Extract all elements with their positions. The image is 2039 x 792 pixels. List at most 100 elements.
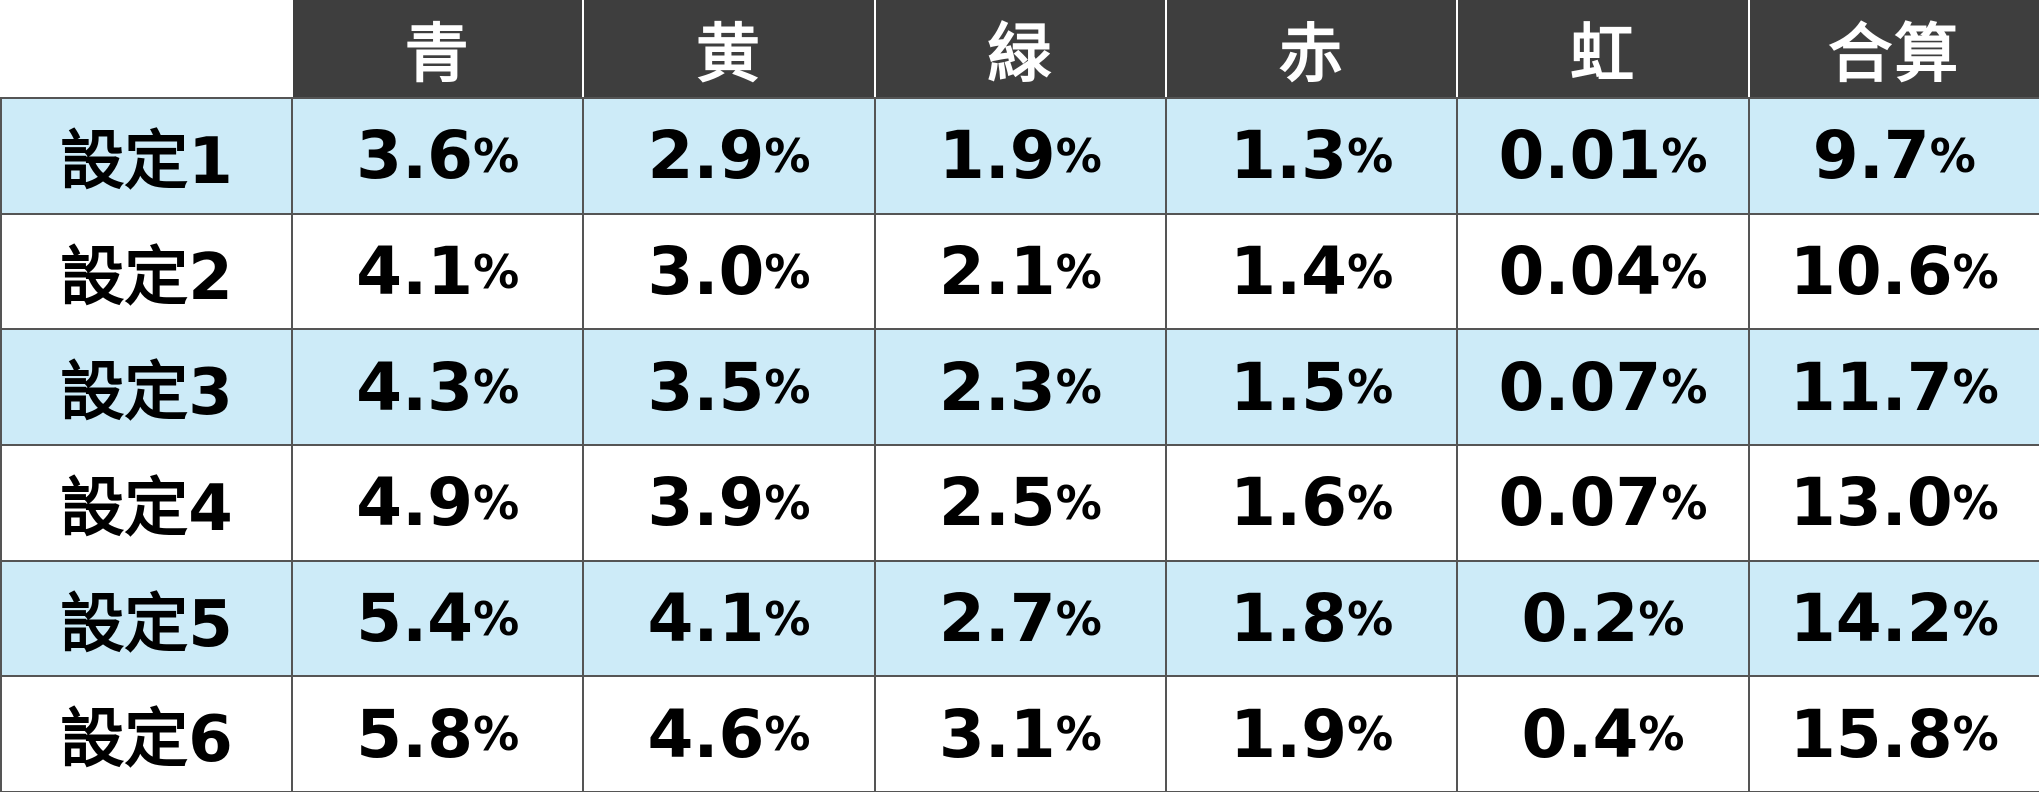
percent-unit: %	[764, 475, 811, 530]
cell-value: 0.01	[1498, 117, 1662, 195]
cell-value: 0.2	[1521, 580, 1639, 658]
percent-unit: %	[473, 591, 520, 646]
table-row: 設定4 4.9% 3.9% 2.5% 1.6% 0.07% 13.0%	[0, 446, 2039, 562]
cell-value: 0.04	[1498, 233, 1662, 310]
percent-unit: %	[473, 244, 520, 299]
percent-unit: %	[473, 128, 520, 183]
percent-unit: %	[1952, 360, 1999, 415]
percent-unit: %	[1347, 707, 1394, 762]
table-cell: 1.9%	[1167, 677, 1459, 792]
percent-unit: %	[1347, 128, 1394, 183]
cell-value: 2.5	[938, 464, 1056, 542]
row-label: 設定2	[0, 214, 293, 329]
percent-unit: %	[1661, 475, 1708, 530]
cell-value: 1.5	[1230, 348, 1348, 426]
header-rainbow: 虹	[1456, 0, 1747, 97]
table-cell: 3.9%	[584, 446, 876, 560]
header-total: 合算	[1747, 0, 2039, 97]
percent-unit: %	[1055, 244, 1102, 299]
cell-value: 1.6	[1230, 464, 1348, 542]
percent-unit: %	[1929, 128, 1976, 183]
percent-unit: %	[473, 707, 520, 762]
table-row: 設定5 5.4% 4.1% 2.7% 1.8% 0.2% 14.2%	[0, 561, 2039, 678]
table-cell: 10.6%	[1750, 215, 2039, 329]
percent-unit: %	[1055, 128, 1102, 183]
cell-value: 9.7	[1812, 117, 1930, 195]
row-label: 設定5	[0, 561, 293, 676]
table-cell: 1.3%	[1167, 99, 1459, 213]
table-cell: 4.3%	[293, 330, 585, 445]
percent-unit: %	[1055, 360, 1102, 415]
percent-unit: %	[1638, 591, 1685, 646]
percent-unit: %	[1952, 244, 1999, 299]
table-cell: 13.0%	[1750, 446, 2039, 560]
table-cell: 1.8%	[1167, 561, 1459, 676]
cell-value: 4.1	[356, 233, 474, 310]
percent-unit: %	[1055, 707, 1102, 762]
table-cell: 4.1%	[584, 561, 876, 676]
percent-unit: %	[1661, 244, 1708, 299]
table-cell: 0.07%	[1458, 330, 1750, 445]
table-cell: 0.2%	[1458, 561, 1750, 676]
cell-value: 11.7	[1789, 348, 1953, 426]
table-cell: 0.4%	[1458, 677, 1750, 792]
table-cell: 4.9%	[293, 446, 585, 560]
table-cell: 9.7%	[1750, 99, 2039, 213]
percent-unit: %	[1055, 591, 1102, 646]
table-body: 設定1 3.6% 2.9% 1.9% 1.3% 0.01% 9.7% 設定2 4…	[0, 97, 2039, 792]
cell-value: 5.4	[356, 580, 474, 658]
table-cell: 5.4%	[293, 561, 585, 676]
cell-value: 2.9	[647, 117, 765, 195]
table-cell: 1.9%	[876, 99, 1167, 213]
table-row: 設定2 4.1% 3.0% 2.1% 1.4% 0.04% 10.6%	[0, 214, 2039, 331]
percent-unit: %	[1952, 591, 1999, 646]
row-label: 設定6	[0, 677, 293, 792]
table-cell: 3.0%	[584, 214, 876, 329]
cell-value: 1.8	[1230, 580, 1348, 658]
table-cell: 3.5%	[584, 330, 876, 445]
cell-value: 15.8	[1789, 695, 1953, 773]
percent-unit: %	[1661, 128, 1708, 183]
table-cell: 2.1%	[876, 214, 1167, 329]
percent-unit: %	[1347, 360, 1394, 415]
cell-value: 3.5	[647, 348, 765, 426]
table-row: 設定3 4.3% 3.5% 2.3% 1.5% 0.07% 11.7%	[0, 330, 2039, 447]
table-cell: 15.8%	[1750, 677, 2039, 791]
table-cell: 1.5%	[1167, 330, 1459, 445]
row-label: 設定4	[0, 446, 293, 560]
header-yellow: 黄	[582, 0, 873, 97]
table-cell: 0.07%	[1458, 446, 1750, 560]
percent-unit: %	[764, 591, 811, 646]
percent-unit: %	[1952, 707, 1999, 762]
percent-unit: %	[1347, 475, 1394, 530]
table-cell: 2.9%	[584, 99, 876, 213]
cell-value: 1.3	[1230, 117, 1348, 195]
cell-value: 1.4	[1230, 233, 1348, 310]
cell-value: 2.1	[938, 233, 1056, 310]
cell-value: 4.3	[356, 348, 474, 426]
cell-value: 2.3	[938, 348, 1056, 426]
table-cell: 11.7%	[1750, 330, 2039, 444]
row-label: 設定3	[0, 330, 293, 445]
percent-unit: %	[1661, 360, 1708, 415]
cell-value: 10.6	[1789, 233, 1953, 310]
table-cell: 3.6%	[293, 99, 585, 213]
table-row: 設定1 3.6% 2.9% 1.9% 1.3% 0.01% 9.7%	[0, 99, 2039, 215]
cell-value: 3.9	[647, 464, 765, 542]
cell-value: 5.8	[356, 695, 474, 773]
table-cell: 4.6%	[584, 677, 876, 792]
cell-value: 3.0	[647, 233, 765, 310]
percent-unit: %	[473, 360, 520, 415]
percent-unit: %	[473, 475, 520, 530]
cell-value: 4.9	[356, 464, 474, 542]
percent-unit: %	[764, 128, 811, 183]
table-cell: 2.5%	[876, 446, 1167, 560]
percent-unit: %	[1347, 244, 1394, 299]
table-cell: 14.2%	[1750, 562, 2039, 676]
cell-value: 0.07	[1498, 464, 1662, 542]
table-cell: 2.7%	[876, 561, 1167, 676]
cell-value: 1.9	[938, 117, 1056, 195]
table-cell: 4.1%	[293, 214, 585, 329]
cell-value: 4.6	[647, 695, 765, 773]
